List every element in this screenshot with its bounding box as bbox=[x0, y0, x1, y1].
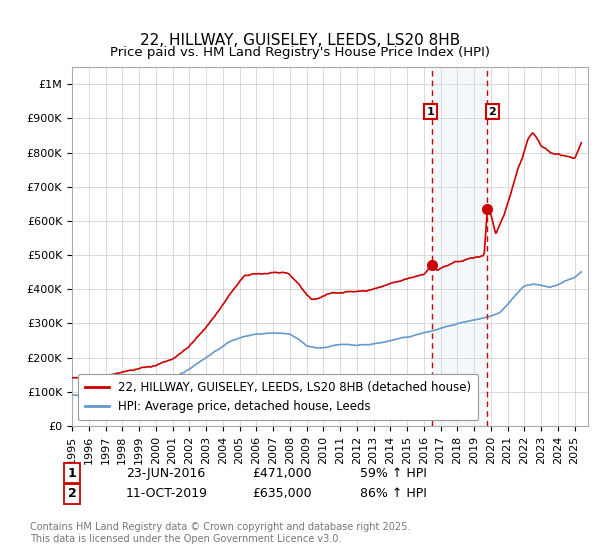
Text: 59% ↑ HPI: 59% ↑ HPI bbox=[360, 466, 427, 480]
Text: 86% ↑ HPI: 86% ↑ HPI bbox=[360, 487, 427, 501]
Text: £635,000: £635,000 bbox=[252, 487, 311, 501]
Text: £471,000: £471,000 bbox=[252, 466, 311, 480]
Text: 11-OCT-2019: 11-OCT-2019 bbox=[126, 487, 208, 501]
Text: 1: 1 bbox=[68, 466, 76, 480]
Text: Contains HM Land Registry data © Crown copyright and database right 2025.
This d: Contains HM Land Registry data © Crown c… bbox=[30, 522, 410, 544]
Legend: 22, HILLWAY, GUISELEY, LEEDS, LS20 8HB (detached house), HPI: Average price, det: 22, HILLWAY, GUISELEY, LEEDS, LS20 8HB (… bbox=[78, 374, 478, 420]
Text: 2: 2 bbox=[488, 106, 496, 116]
Text: 23-JUN-2016: 23-JUN-2016 bbox=[126, 466, 205, 480]
Text: 2: 2 bbox=[68, 487, 76, 501]
Bar bbox=[432, 67, 487, 426]
Text: 22, HILLWAY, GUISELEY, LEEDS, LS20 8HB: 22, HILLWAY, GUISELEY, LEEDS, LS20 8HB bbox=[140, 32, 460, 48]
Text: 1: 1 bbox=[427, 106, 434, 116]
Text: Price paid vs. HM Land Registry's House Price Index (HPI): Price paid vs. HM Land Registry's House … bbox=[110, 46, 490, 59]
